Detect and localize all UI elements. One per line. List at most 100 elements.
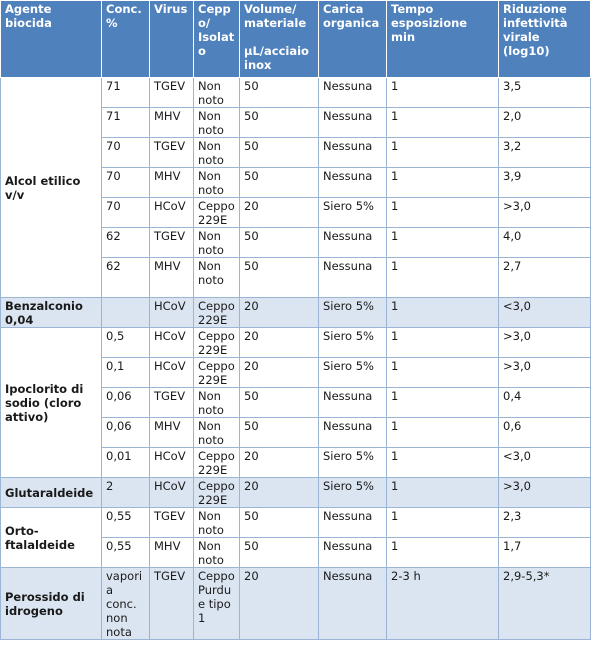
time-cell: 1 (386, 167, 499, 198)
strain-cell: Ceppo Purdue tipo 1 (193, 567, 240, 640)
agent-cell: Orto-ftalaldeide (0, 507, 102, 568)
reduction-cell: 3,5 (498, 77, 591, 108)
conc-cell: 0,55 (101, 507, 150, 538)
load-cell: Siero 5% (318, 197, 387, 228)
load-cell: Nessuna (318, 257, 387, 298)
volume-cell: 20 (239, 197, 319, 228)
time-cell: 2-3 h (386, 567, 499, 640)
time-cell: 1 (386, 137, 499, 168)
conc-cell: 0,01 (101, 447, 150, 478)
volume-cell: 20 (239, 357, 319, 388)
agent-cell: Perossido di idrogeno (0, 567, 102, 640)
conc-cell: 70 (101, 197, 150, 228)
header-conc: Conc. % (101, 0, 150, 78)
reduction-cell: <3,0 (498, 447, 591, 478)
conc-cell: 0,06 (101, 417, 150, 448)
table-row: Ipoclorito di sodio (cloro attivo) 0,5 HCo… (0, 327, 591, 478)
strain-cell: Ceppo 229E (193, 327, 240, 358)
load-cell: Nessuna (318, 227, 387, 258)
time-cell: 1 (386, 447, 499, 478)
strain-cell: Non noto (193, 107, 240, 138)
time-cell: 1 (386, 387, 499, 418)
virus-cell: HCoV (149, 297, 194, 328)
load-cell: Nessuna (318, 77, 387, 108)
time-cell: 1 (386, 107, 499, 138)
virus-cell: HCoV (149, 447, 194, 478)
table-row: Alcol etilico v/v 71 TGEV Non noto 50 Nessuna… (0, 77, 591, 298)
strain-cell: Non noto (193, 77, 240, 108)
volume-cell: 50 (239, 257, 319, 298)
reduction-cell: >3,0 (498, 327, 591, 358)
load-cell: Nessuna (318, 107, 387, 138)
volume-cell: 50 (239, 417, 319, 448)
reduction-cell: 3,2 (498, 137, 591, 168)
strain-cell: Non noto (193, 387, 240, 418)
virus-cell: MHV (149, 417, 194, 448)
header-row: Agente biocida Conc. % Virus Ceppo/ Isol… (0, 0, 591, 78)
virus-cell: HCoV (149, 327, 194, 358)
agent-cell: Ipoclorito di sodio (cloro attivo) (0, 327, 102, 478)
header-volume: Volume/ materiale µL/acciaio inox (239, 0, 319, 78)
strain-cell: Non noto (193, 257, 240, 298)
table-row: 0,55 MHV Non noto 50 Nessuna 1 1,7 (1, 537, 591, 568)
virus-cell: TGEV (149, 77, 194, 108)
reduction-cell: 2,0 (498, 107, 591, 138)
table-row: 0,06 MHV Non noto 50 Nessuna 1 0,6 (1, 417, 591, 448)
header-load: Carica organica (318, 0, 387, 78)
reduction-cell: 1,7 (498, 537, 591, 568)
conc-cell: 2 (101, 477, 150, 508)
load-cell: Nessuna (318, 567, 387, 640)
reduction-cell: 4,0 (498, 227, 591, 258)
volume-cell: 20 (239, 567, 319, 640)
time-cell: 1 (386, 417, 499, 448)
volume-cell: 20 (239, 327, 319, 358)
volume-cell: 20 (239, 447, 319, 478)
load-cell: Nessuna (318, 417, 387, 448)
reduction-cell: >3,0 (498, 357, 591, 388)
header-agent: Agente biocida (0, 0, 102, 78)
conc-cell: 70 (101, 137, 150, 168)
table-row: 62 TGEV Non noto 50 Nessuna 1 4,0 (1, 227, 591, 258)
virus-cell: TGEV (149, 507, 194, 538)
agent-cell: Glutaraldeide (0, 477, 102, 508)
conc-cell: 62 (101, 227, 150, 258)
volume-cell: 50 (239, 107, 319, 138)
virus-cell: TGEV (149, 137, 194, 168)
header-volume-unit: µL/acciaio inox (244, 44, 309, 72)
load-cell: Nessuna (318, 537, 387, 568)
volume-cell: 50 (239, 227, 319, 258)
strain-cell: Non noto (193, 167, 240, 198)
conc-cell: 71 (101, 77, 150, 108)
conc-cell: 62 (101, 257, 150, 298)
virus-cell: HCoV (149, 197, 194, 228)
conc-cell: 0,1 (101, 357, 150, 388)
table-row: 62 MHV Non noto 50 Nessuna 1 2,7 (1, 257, 591, 298)
load-cell: Siero 5% (318, 327, 387, 358)
time-cell: 1 (386, 257, 499, 298)
agent-cell: Benzalconio 0,04 (0, 297, 102, 328)
volume-cell: 50 (239, 77, 319, 108)
load-cell: Siero 5% (318, 447, 387, 478)
conc-cell (101, 297, 150, 328)
table-row: 70 TGEV Non noto 50 Nessuna 1 3,2 (1, 137, 591, 168)
virus-cell: HCoV (149, 357, 194, 388)
conc-cell: 71 (101, 107, 150, 138)
virus-cell: TGEV (149, 387, 194, 418)
volume-cell: 50 (239, 537, 319, 568)
time-cell: 1 (386, 477, 499, 508)
virus-cell: MHV (149, 167, 194, 198)
strain-cell: Ceppo 229E (193, 477, 240, 508)
strain-cell: Non noto (193, 507, 240, 538)
reduction-cell: <3,0 (498, 297, 591, 328)
time-cell: 1 (386, 77, 499, 108)
load-cell: Siero 5% (318, 357, 387, 388)
time-cell: 1 (386, 327, 499, 358)
reduction-cell: 2,7 (498, 257, 591, 298)
load-cell: Nessuna (318, 387, 387, 418)
strain-cell: Non noto (193, 417, 240, 448)
virus-cell: HCoV (149, 477, 194, 508)
virus-cell: TGEV (149, 567, 194, 640)
time-cell: 1 (386, 197, 499, 228)
header-strain: Ceppo/ Isolato (193, 0, 240, 78)
time-cell: 1 (386, 297, 499, 328)
